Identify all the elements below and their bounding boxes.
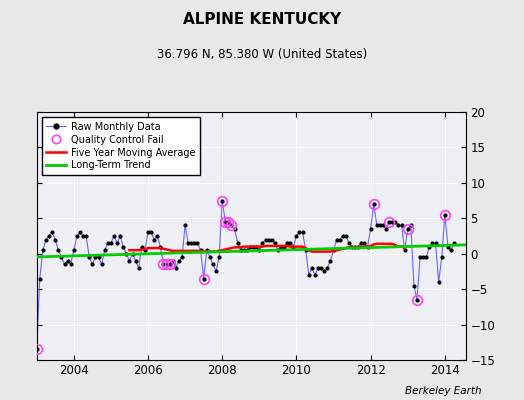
Legend: Raw Monthly Data, Quality Control Fail, Five Year Moving Average, Long-Term Tren: Raw Monthly Data, Quality Control Fail, … <box>41 117 200 175</box>
Text: ALPINE KENTUCKY: ALPINE KENTUCKY <box>183 12 341 27</box>
Text: Berkeley Earth: Berkeley Earth <box>406 386 482 396</box>
Text: 36.796 N, 85.380 W (United States): 36.796 N, 85.380 W (United States) <box>157 48 367 61</box>
